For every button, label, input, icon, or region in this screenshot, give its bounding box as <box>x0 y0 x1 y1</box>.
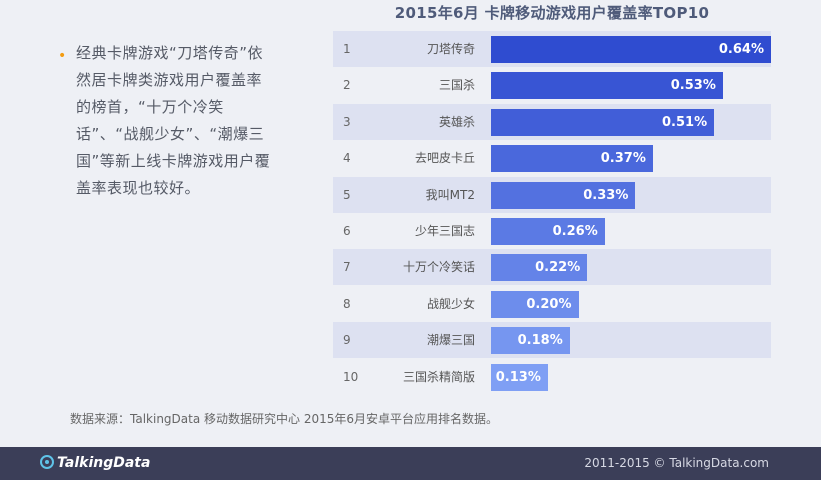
game-name-label: 战舰少女 <box>426 296 475 311</box>
coverage-bar: 0.13% <box>491 363 548 391</box>
logo-text: TalkingData <box>57 455 151 471</box>
bullet-dot-icon: • <box>58 48 67 64</box>
bar-value-label: 0.18% <box>517 333 563 349</box>
game-name-label: 潮爆三国 <box>426 333 475 348</box>
game-name-label: 三国杀 <box>438 78 475 93</box>
data-source-note: 数据来源：TalkingData 移动数据研究中心 2015年6月安卓平台应用排… <box>70 412 498 426</box>
game-name-label: 三国杀精简版 <box>402 369 475 384</box>
chart-row: 7 十万个冷笑话 0.22% <box>333 249 771 286</box>
chart-row: 9 潮爆三国 0.18% <box>333 322 771 359</box>
game-name-label: 我叫MT2 <box>425 187 475 202</box>
rank-label: 8 <box>343 296 351 311</box>
bar-value-label: 0.33% <box>583 187 629 203</box>
chart-row: 3 英雄杀 0.51% <box>333 103 771 140</box>
chart-row: 2 三国杀 0.53% <box>333 67 771 103</box>
game-name-label: 刀塔传奇 <box>426 42 475 56</box>
bar-value-label: 0.64% <box>718 42 764 57</box>
coverage-bar: 0.20% <box>491 290 579 318</box>
bar-value-label: 0.20% <box>526 296 572 312</box>
bar-value-label: 0.22% <box>535 260 581 276</box>
chart-title: 2015年6月 卡牌移动游戏用户覆盖率TOP10 <box>394 4 710 22</box>
copyright-text: 2011-2015 © TalkingData.com <box>584 456 769 470</box>
bar-value-label: 0.51% <box>662 114 708 130</box>
game-name-label: 去吧皮卡丘 <box>414 151 475 166</box>
talkingdata-logo-icon <box>40 455 54 469</box>
footer-bar: TalkingData 2011-2015 © TalkingData.com <box>0 447 821 480</box>
coverage-bar: 0.33% <box>491 181 636 209</box>
bar-value-label: 0.26% <box>552 224 598 239</box>
chart-row: 6 少年三国志 0.26% <box>333 213 771 249</box>
coverage-bar: 0.22% <box>491 254 588 282</box>
coverage-bar: 0.64% <box>491 36 771 63</box>
game-name-label: 英雄杀 <box>438 114 475 129</box>
rank-label: 9 <box>343 333 351 348</box>
coverage-bar: 0.18% <box>491 327 570 355</box>
chart-row: 4 去吧皮卡丘 0.37% <box>333 140 771 176</box>
chart-row: 5 我叫MT2 0.33% <box>333 176 771 213</box>
rank-label: 2 <box>343 78 351 93</box>
game-name-label: 少年三国志 <box>414 224 475 238</box>
chart-row: 10 三国杀精简版 0.13% <box>333 359 771 395</box>
brand-logo: TalkingData <box>40 447 150 480</box>
summary-bullet: • 经典卡牌游戏“刀塔传奇”依然居卡牌类游戏用户覆盖率的榜首，“十万个冷笑话”、… <box>58 40 276 202</box>
coverage-bar: 0.53% <box>491 72 723 100</box>
rank-label: 4 <box>343 151 351 166</box>
chart-row: 1 刀塔传奇 0.64% <box>333 31 771 67</box>
bar-value-label: 0.13% <box>495 369 541 385</box>
rank-label: 6 <box>343 224 351 238</box>
rank-label: 7 <box>343 260 351 275</box>
coverage-bar-chart: 1 刀塔传奇 0.64% 2 三国杀 0.53% 3 英雄杀 0.51% 4 去吧皮卡丘 0.37% 5… <box>333 31 773 395</box>
game-name-label: 十万个冷笑话 <box>402 260 475 275</box>
bar-value-label: 0.53% <box>670 78 716 94</box>
chart-row: 8 战舰少女 0.20% <box>333 286 771 322</box>
bar-value-label: 0.37% <box>600 151 646 167</box>
coverage-bar: 0.37% <box>491 145 653 173</box>
coverage-bar: 0.26% <box>491 218 605 245</box>
rank-label: 10 <box>343 369 359 384</box>
rank-label: 3 <box>343 114 351 129</box>
summary-text: 经典卡牌游戏“刀塔传奇”依然居卡牌类游戏用户覆盖率的榜首，“十万个冷笑话”、“战… <box>76 44 271 197</box>
coverage-bar: 0.51% <box>491 108 715 136</box>
rank-label: 5 <box>343 187 351 202</box>
rank-label: 1 <box>343 42 351 56</box>
